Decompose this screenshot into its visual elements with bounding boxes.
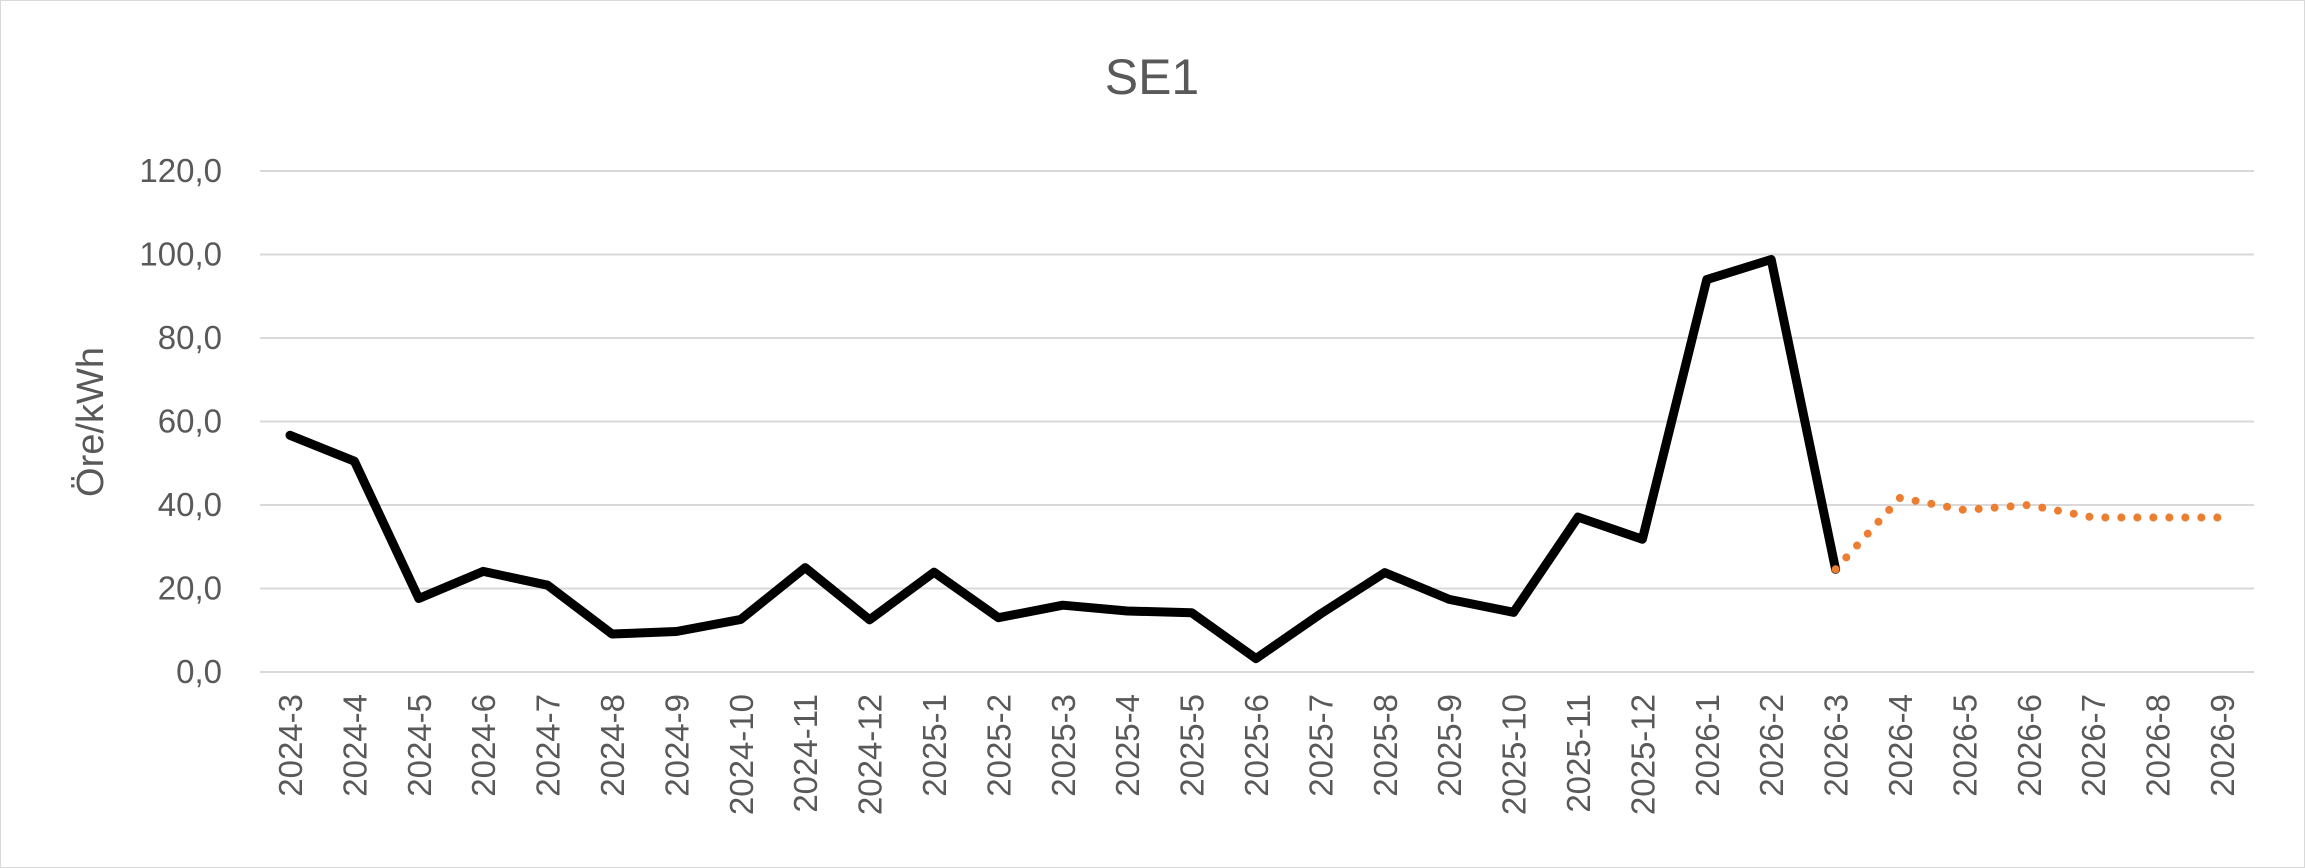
series-line-1 — [285, 255, 1841, 664]
y-tick-label: 40,0 — [158, 486, 222, 523]
x-tick-label: 2026-2 — [1753, 694, 1790, 797]
gridlines — [260, 170, 2254, 673]
x-tick-label: 2024-8 — [594, 694, 631, 797]
series-line-2 — [1831, 493, 2226, 574]
y-tick-label: 60,0 — [158, 403, 222, 440]
x-tick-label: 2024-12 — [852, 694, 889, 815]
x-tick-label: 2025-10 — [1496, 694, 1533, 815]
x-tick-label: 2026-9 — [2204, 694, 2241, 797]
x-tick-label: 2025-11 — [1560, 694, 1597, 813]
x-tick-label: 2024-7 — [530, 694, 567, 797]
x-tick-label: 2024-4 — [336, 694, 373, 797]
x-tick-label: 2024-6 — [465, 694, 502, 797]
chart-title: SE1 — [1105, 49, 1200, 105]
x-tick-label: 2025-3 — [1045, 694, 1082, 797]
x-tick-label: 2025-5 — [1174, 694, 1211, 797]
x-tick-label: 2025-6 — [1238, 694, 1275, 797]
x-tick-label: 2025-12 — [1624, 694, 1661, 815]
y-tick-label: 120,0 — [139, 152, 222, 189]
y-tick-label: 0,0 — [176, 653, 222, 690]
y-axis-ticks: 0,0 20,0 40,0 60,0 80,0 100,0 120,0 — [139, 152, 222, 690]
x-tick-label: 2025-4 — [1109, 694, 1146, 797]
x-tick-label: 2026-3 — [1818, 694, 1855, 797]
x-tick-label: 2025-8 — [1367, 694, 1404, 797]
x-tick-label: 2024-3 — [272, 694, 309, 797]
y-tick-label: 80,0 — [158, 319, 222, 356]
y-axis-label: Öre/kWh — [70, 347, 112, 497]
y-tick-label: 20,0 — [158, 570, 222, 607]
y-tick-label: 100,0 — [139, 236, 222, 273]
x-tick-label: 2026-6 — [2011, 694, 2048, 797]
x-tick-label: 2025-9 — [1431, 694, 1468, 797]
x-tick-label: 2026-8 — [2140, 694, 2177, 797]
x-tick-label: 2026-7 — [2075, 694, 2112, 797]
x-tick-label: 2024-10 — [723, 694, 760, 815]
x-tick-label: 2026-1 — [1689, 694, 1726, 797]
x-tick-label: 2026-4 — [1882, 694, 1919, 797]
x-tick-label: 2026-5 — [1946, 694, 1983, 797]
x-tick-label: 2025-7 — [1302, 694, 1339, 797]
x-tick-label: 2025-1 — [916, 694, 953, 797]
x-axis-ticks: 2024-3 2024-4 2024-5 2024-6 2024-7 2024-8 2024… — [272, 694, 2241, 815]
x-tick-label: 2024-11 — [787, 694, 824, 813]
x-tick-label: 2024-9 — [658, 694, 695, 797]
x-tick-label: 2025-2 — [980, 694, 1017, 797]
x-tick-label: 2024-5 — [401, 694, 438, 797]
series-layer — [285, 255, 2226, 664]
